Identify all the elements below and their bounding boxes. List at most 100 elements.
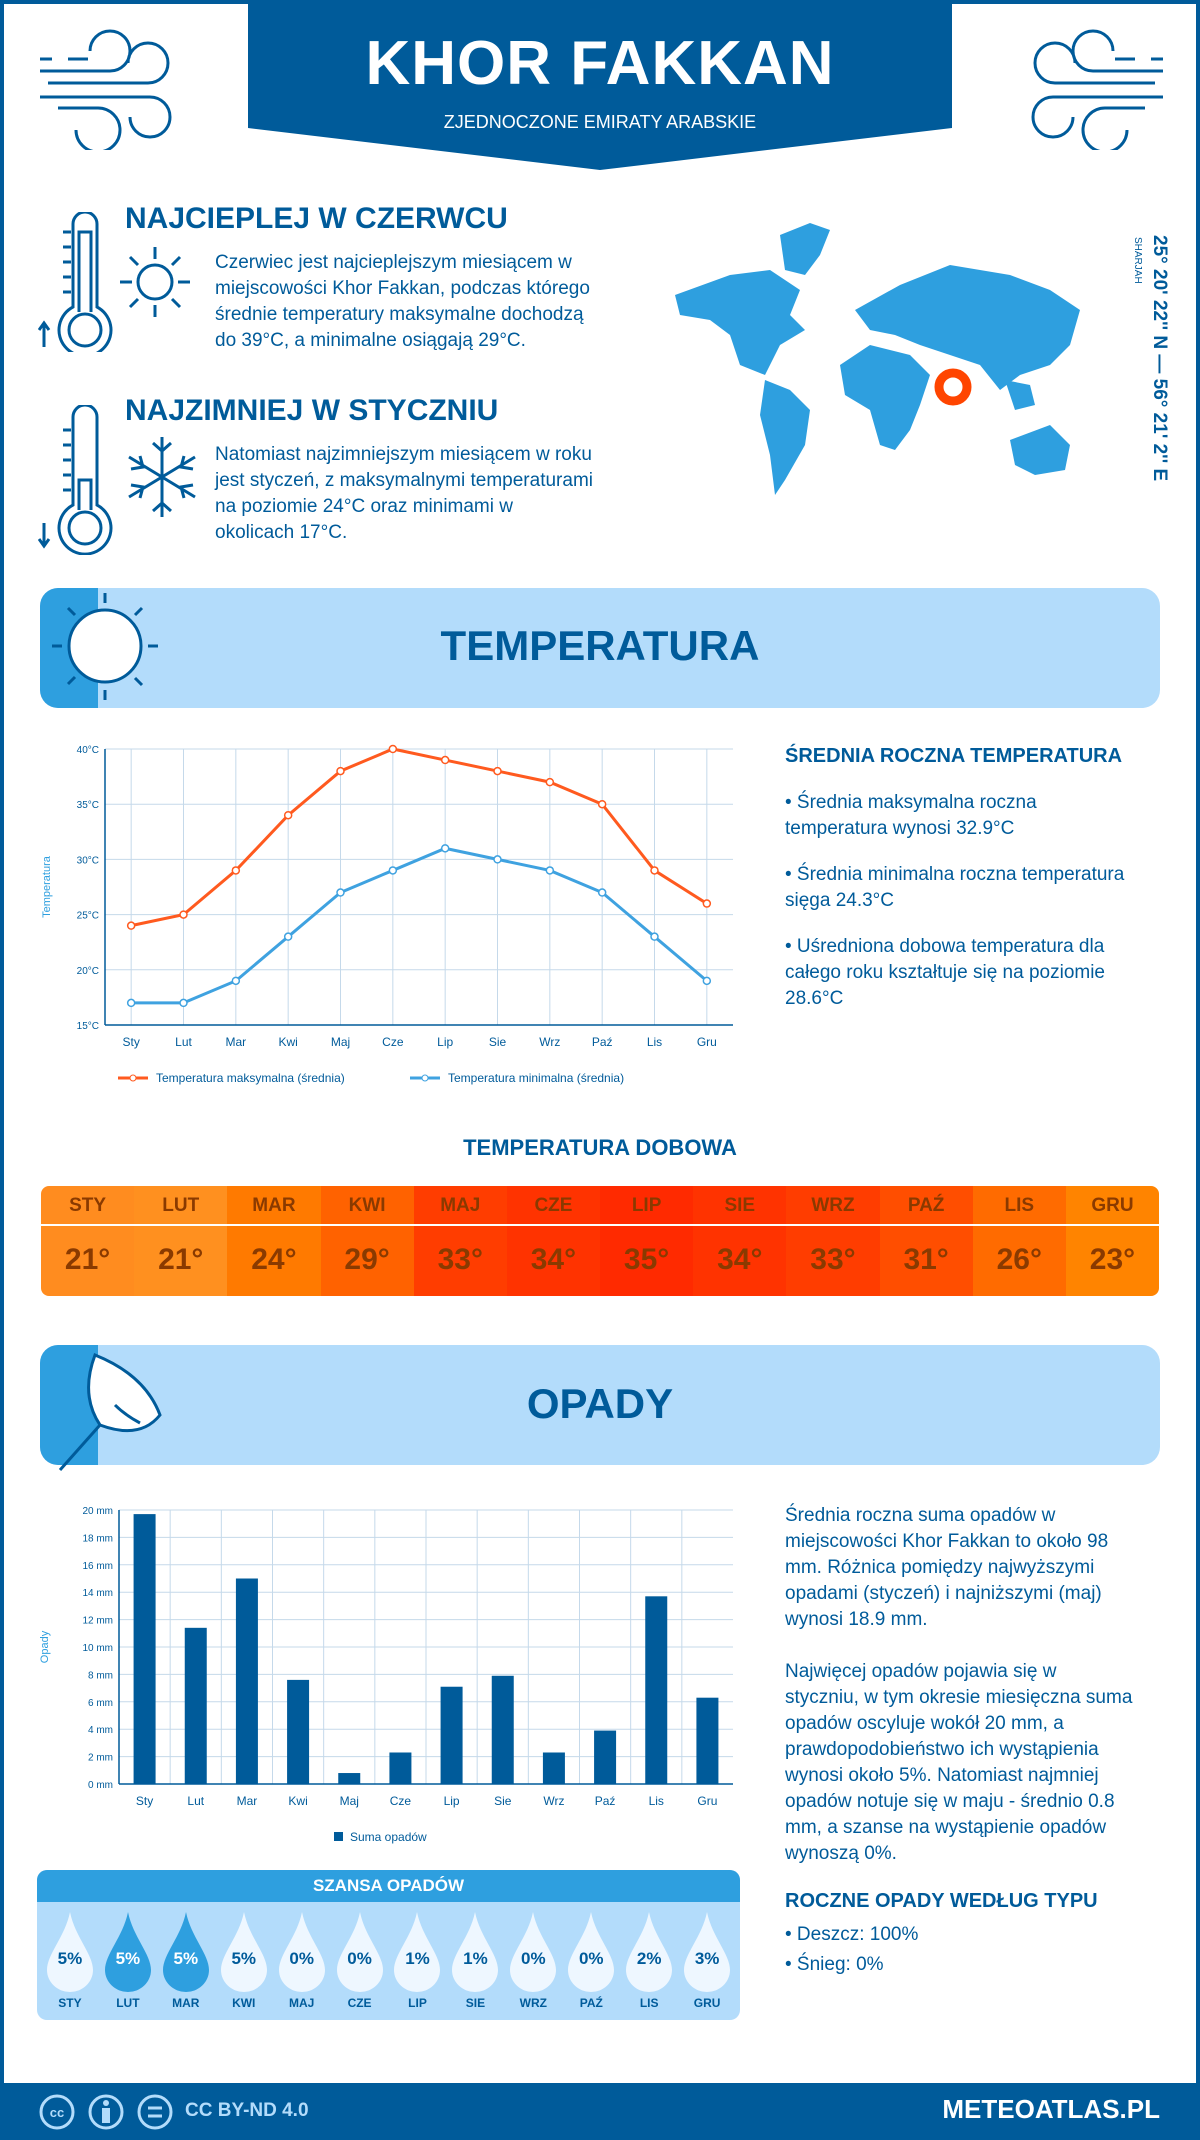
bar — [184, 1627, 207, 1784]
data-point — [283, 810, 293, 820]
month-label: LIP — [600, 1186, 694, 1226]
legend-label: Temperatura minimalna (średnia) — [448, 1071, 624, 1085]
thermometer-cold-icon — [38, 405, 113, 555]
text-line: mm. Różnica pomiędzy najwyższymi — [785, 1557, 1095, 1578]
x-tick-label: Cze — [382, 1035, 404, 1049]
bar — [389, 1752, 412, 1784]
y-tick-label: 35°C — [77, 800, 99, 811]
country-subtitle: ZJEDNOCZONE EMIRATY ARABSKIE — [443, 112, 757, 132]
month-label: SIE — [465, 1996, 486, 2010]
chance-value: 0% — [578, 1949, 604, 1968]
chance-drop: 5% STY — [41, 1906, 99, 2018]
y-tick-label: 8 mm — [88, 1670, 113, 1681]
text-line: miejscowości Khor Fakkan, podczas któreg… — [215, 278, 590, 299]
data-point — [545, 866, 555, 875]
y-tick-label: 6 mm — [88, 1698, 113, 1709]
daily-temp-cell: LUT 21° — [134, 1186, 228, 1296]
hottest-heading: NAJCIEPLEJ W CZERWCU — [125, 202, 508, 235]
bar — [542, 1752, 565, 1784]
x-tick-label: Wrz — [539, 1035, 560, 1049]
month-label: WRZ — [786, 1186, 880, 1226]
data-point — [179, 910, 188, 919]
temp-value: 33° — [810, 1243, 856, 1276]
y-tick-label: 40°C — [77, 745, 99, 756]
bullet: • Średnia minimalna roczna temperatura si… — [785, 862, 1175, 914]
y-tick-label: 16 mm — [82, 1561, 113, 1572]
data-point — [388, 866, 398, 875]
nd-icon — [137, 2094, 173, 2130]
text-line: opadami (styczeń) i najniższymi (maj) — [785, 1583, 1102, 1604]
y-axis-label: Opady — [39, 1630, 51, 1663]
chance-value: 0% — [521, 1949, 546, 1968]
y-tick-label: 20 mm — [82, 1506, 113, 1517]
legend-swatch — [334, 1832, 343, 1841]
data-point — [179, 998, 188, 1008]
svg-text:cc: cc — [50, 2105, 64, 2120]
month-label: GRU — [693, 1996, 721, 2010]
umbrella-icon — [40, 1345, 162, 1471]
data-point — [126, 998, 136, 1008]
bullet: • Średnia maksymalna roczna temperatura w… — [785, 790, 1175, 842]
x-tick-label: Sie — [489, 1035, 507, 1049]
text-line: opadów oscyluje wokół 20 mm, a — [785, 1713, 1064, 1734]
data-point — [336, 888, 345, 897]
temp-value: 29° — [344, 1243, 390, 1276]
month-label: GRU — [1065, 1186, 1159, 1226]
snowflake-icon — [128, 437, 196, 517]
month-label: LIS — [972, 1186, 1066, 1226]
raindrop-icon — [104, 1912, 151, 1992]
month-label: PAŹ — [579, 1996, 603, 2010]
x-tick-label: Gru — [697, 1035, 717, 1049]
data-point — [702, 976, 712, 986]
city-title: KHOR FAKKAN — [365, 29, 835, 98]
raindrop-icon — [452, 1912, 499, 1992]
temp-value: 34° — [717, 1243, 763, 1276]
temperature-section-banner — [40, 588, 1160, 708]
month-label: MAR — [227, 1186, 321, 1226]
x-tick-label: Paź — [592, 1035, 613, 1049]
coldest-text: Natomiast najzimniejszym miesiącem w rok… — [215, 442, 593, 546]
text-line: Natomiast najzimniejszym miesiącem w rok… — [215, 444, 592, 465]
x-tick-label: Cze — [390, 1794, 412, 1808]
y-tick-label: 20°C — [77, 966, 99, 977]
y-tick-label: 12 mm — [82, 1616, 113, 1627]
y-tick-label: 10 mm — [82, 1643, 113, 1654]
chance-value: 5% — [57, 1949, 83, 1968]
daily-temp-cell: GRU 23° — [1065, 1186, 1159, 1296]
daily-temp-heading: TEMPERATURA DOBOWA — [463, 1135, 737, 1160]
daily-temp-cell: LIS 26° — [972, 1186, 1066, 1296]
daily-temp-table: STY 21° LUT 21° MAR 24° KWI 29° MAJ 33° CZE 34° LIP 3… — [41, 1186, 1159, 1296]
precipitation-chart: 0 mm 2 mm 4 mm 6 mm 8 mm 10 mm 12 mm 14 mm 16 mm… — [39, 1506, 733, 1844]
x-tick-label: Kwi — [288, 1794, 307, 1808]
text-line: całego roku kształtuje się na poziomie — [785, 962, 1106, 983]
temp-value: 21° — [64, 1243, 111, 1276]
temp-value: 34° — [530, 1243, 577, 1276]
chance-value: 2% — [636, 1949, 662, 1968]
x-tick-label: Sty — [136, 1794, 153, 1808]
text-line: wynosi 18.9 mm. — [785, 1609, 928, 1630]
text-line: Czerwiec jest najcieplejszym miesiącem w — [215, 252, 572, 273]
chance-drop: 3% GRU — [678, 1906, 736, 2018]
text-line: wynosi około 5%. Natomiast najmniej — [785, 1765, 1099, 1786]
precipitation-text: Średnia roczna suma opadów w miejscowości… — [785, 1503, 1175, 1867]
x-tick-label: Mar — [237, 1794, 258, 1808]
chance-value: 0% — [289, 1949, 314, 1968]
month-label: STY — [58, 1996, 82, 2010]
month-label: CZE — [506, 1186, 601, 1226]
text-line: okolicach 17°C. — [215, 522, 348, 543]
legend-marker — [129, 1074, 137, 1082]
x-tick-label: Lis — [647, 1035, 662, 1049]
chance-drop: 2% LIS — [620, 1906, 678, 2018]
bar — [491, 1675, 514, 1784]
brand-link[interactable]: METEOATLAS.PL — [942, 2094, 1160, 2124]
raindrop-icon — [510, 1912, 557, 1992]
rain-share: • Deszcz: 100% — [785, 1924, 919, 1945]
data-point — [702, 899, 712, 908]
daily-temp-cell: CZE 34° — [506, 1186, 601, 1296]
month-label: SIE — [693, 1186, 787, 1226]
temp-value: 33° — [437, 1243, 483, 1276]
license-icons: cc — [39, 2094, 173, 2130]
data-point — [440, 844, 450, 853]
month-label: KWI — [232, 1996, 256, 2010]
bar — [338, 1773, 361, 1784]
